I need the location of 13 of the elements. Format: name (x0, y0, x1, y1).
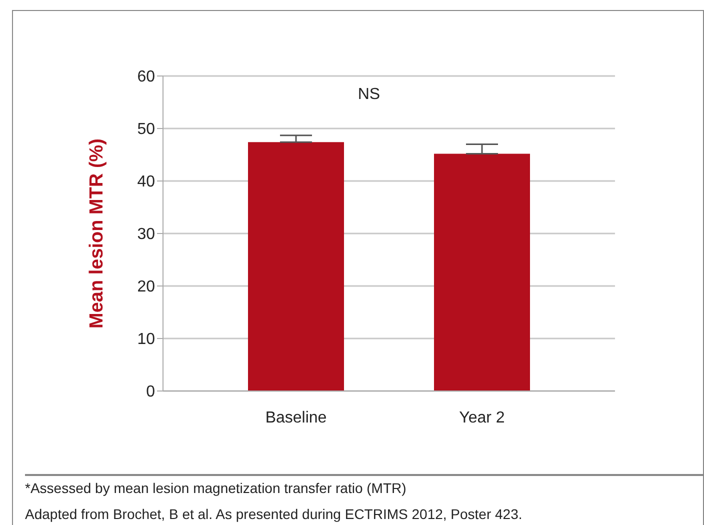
y-tick-label: 10 (137, 331, 156, 348)
x-tick-label: Baseline (265, 409, 327, 426)
y-axis-title: Mean lesion MTR (%) (86, 138, 108, 329)
y-tick-label: 50 (137, 121, 156, 138)
y-tick-label: 30 (137, 226, 156, 244)
y-tick-label: 0 (146, 384, 156, 401)
x-tick-label: Year 2 (459, 409, 505, 426)
annotation: NS (356, 86, 382, 104)
y-tick-label: 60 (137, 68, 156, 86)
y-tick-label: 20 (137, 278, 156, 296)
text: Adapted from Brochet, B et al. As presented during ECTRIMS 2012, Poster 423. (25, 506, 524, 522)
y-tick-label: 40 (137, 174, 156, 191)
text: *Assessed by mean lesion magnetization transfer ratio (MTR) (25, 480, 408, 496)
